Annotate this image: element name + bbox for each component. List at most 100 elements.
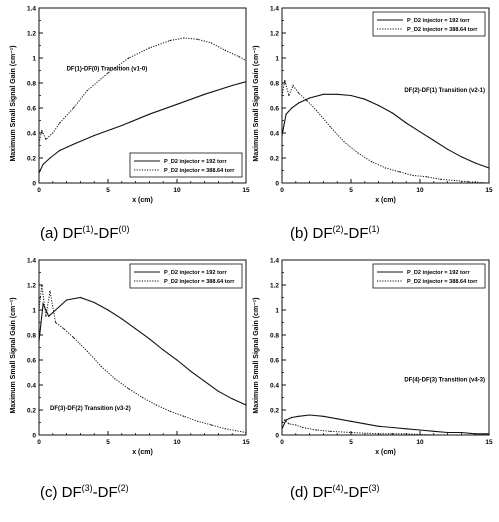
caption-upper-sup: (1) (83, 224, 94, 234)
legend-label: P_D2 injector = 192 torr (407, 270, 470, 276)
caption-lower-sup: (3) (369, 483, 380, 493)
data-point (59, 149, 61, 152)
caption-lower-sup: (2) (118, 483, 129, 493)
data-point (148, 113, 150, 115)
y-axis-label: Maximum Small Signal Gain (cm⁻¹) (253, 45, 260, 161)
x-tick-label: 10 (416, 439, 424, 446)
data-point (245, 81, 247, 83)
data-point (291, 107, 293, 109)
data-point (474, 433, 476, 435)
data-point (114, 378, 116, 380)
caption-upper: DF (313, 484, 333, 501)
data-point (72, 107, 75, 109)
x-tick-label: 10 (416, 187, 424, 194)
x-tick-label: 0 (280, 187, 284, 194)
legend-box (372, 11, 486, 37)
data-point (148, 47, 150, 49)
data-point (245, 59, 247, 62)
y-tick-label: 1.2 (270, 31, 279, 38)
y-tick-label: 0.4 (27, 131, 36, 138)
data-point (55, 321, 57, 324)
data-point (460, 434, 462, 436)
caption-lower-sup: (0) (119, 224, 130, 234)
x-tick-label: 0 (37, 187, 41, 194)
data-point (210, 42, 213, 44)
data-point (162, 349, 164, 351)
y-tick-label: 0.4 (27, 383, 36, 390)
data-point (197, 38, 199, 40)
data-point (281, 134, 283, 137)
y-tick-label: 1 (275, 56, 279, 63)
data-point (42, 163, 44, 165)
caption-prefix: (c) (40, 484, 58, 501)
y-tick-label: 0 (32, 181, 36, 188)
data-point (440, 178, 442, 180)
data-point (41, 284, 43, 286)
caption-upper: DF (63, 225, 83, 242)
y-tick-label: 1.4 (270, 6, 279, 13)
data-point (176, 103, 178, 105)
x-tick-label: 10 (173, 187, 181, 194)
legend-label: P_D2 injector = 192 torr (164, 159, 227, 165)
legend-box (129, 152, 243, 178)
data-point (378, 425, 380, 427)
caption-upper-sup: (3) (82, 483, 93, 493)
data-point (217, 390, 219, 392)
x-tick-label: 0 (280, 439, 284, 446)
data-point (79, 296, 81, 299)
caption-dash: - (344, 225, 349, 242)
data-point (128, 57, 130, 59)
x-tick-label: 5 (106, 187, 110, 194)
caption-dash: - (94, 225, 99, 242)
data-point (48, 315, 50, 317)
data-point (281, 421, 283, 424)
y-tick-label: 1.2 (27, 283, 36, 290)
legend-box (372, 263, 486, 289)
data-point (93, 301, 95, 304)
data-point (204, 93, 206, 95)
data-point (281, 428, 283, 430)
y-tick-label: 0.6 (270, 358, 279, 365)
y-tick-label: 1.2 (270, 283, 279, 290)
data-point (63, 328, 65, 330)
data-point (384, 167, 387, 169)
y-axis-label: Maximum Small Signal Gain (cm⁻¹) (10, 297, 17, 413)
data-point (59, 122, 61, 124)
y-tick-label: 0.8 (270, 333, 279, 340)
data-point (204, 380, 206, 382)
data-point (322, 93, 324, 95)
data-point (336, 93, 338, 95)
data-point (292, 84, 294, 87)
chart-panel-3: 0 0.2 0.4 0.6 0.8 1 1.2 1.4 0 5 10 15 x (cm) Maximum … (253, 258, 493, 502)
data-point (176, 359, 178, 361)
series-line-0 (38, 296, 247, 406)
data-point (284, 419, 286, 421)
legend-label: P_D2 injector = 388.64 torr (164, 279, 235, 285)
caption-lower: DF (98, 484, 118, 501)
panel-caption: (d) DF(4)-DF(3) (290, 483, 380, 501)
data-point (391, 426, 393, 429)
data-point (38, 309, 40, 311)
data-point (378, 104, 380, 107)
y-axis-label: Maximum Small Signal Gain (cm⁻¹) (10, 45, 17, 161)
data-point (66, 299, 68, 301)
data-point (350, 94, 352, 97)
y-axis-label: Maximum Small Signal Gain (cm⁻¹) (253, 297, 260, 413)
caption-lower: DF (99, 225, 119, 242)
chart-title: DF(3)-DF(2) Transition (v3-2) (50, 406, 131, 412)
data-point (291, 416, 293, 419)
data-point (488, 167, 490, 169)
caption-lower-sup: (1) (369, 224, 380, 234)
data-point (128, 388, 130, 390)
data-point (391, 112, 393, 114)
panel-caption: (b) DF(2)-DF(1) (290, 224, 380, 242)
data-point (72, 143, 75, 145)
data-point (55, 309, 57, 311)
data-point (38, 172, 40, 174)
data-point (357, 152, 359, 154)
data-point (38, 142, 40, 144)
data-point (183, 415, 185, 417)
chart-panel-1: 0 0.2 0.4 0.6 0.8 1 1.2 1.4 0 5 10 15 x (cm) Maximum … (253, 6, 493, 243)
y-tick-label: 0.2 (27, 156, 36, 163)
